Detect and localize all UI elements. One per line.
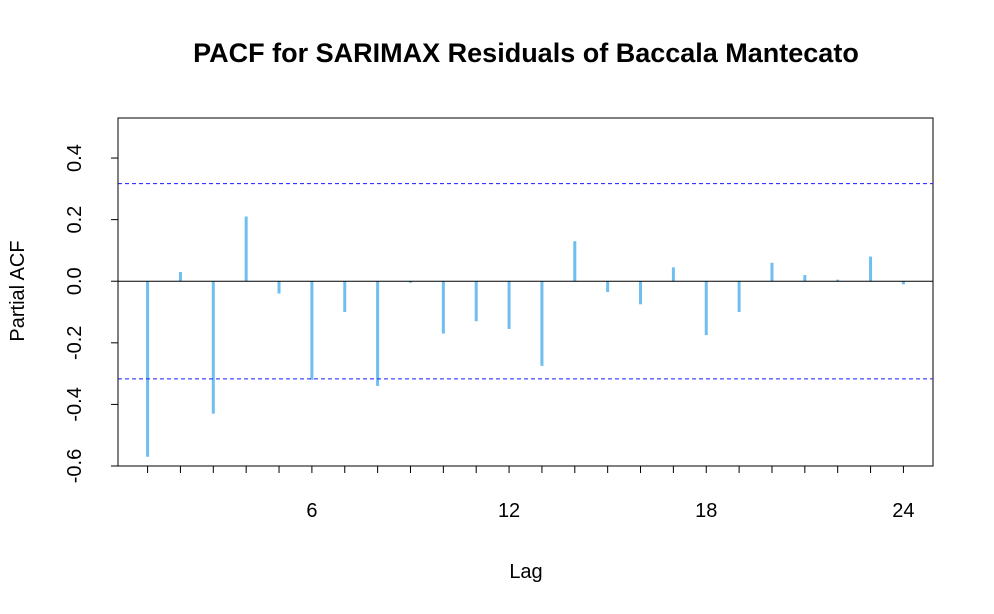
x-tick-label: 24 bbox=[892, 500, 914, 522]
plot-frame bbox=[117, 117, 934, 467]
y-axis-label: Partial ACF bbox=[7, 240, 29, 341]
y-tick-label: 0.4 bbox=[64, 144, 86, 172]
y-tick-label: -0.4 bbox=[64, 387, 86, 421]
y-tick-label: -0.6 bbox=[64, 449, 86, 483]
y-tick-label: 0.0 bbox=[64, 267, 86, 295]
chart-title: PACF for SARIMAX Residuals of Baccala Ma… bbox=[193, 38, 859, 68]
x-tick-label: 12 bbox=[498, 500, 520, 522]
reference-lines bbox=[118, 183, 933, 380]
pacf-bars bbox=[146, 216, 905, 457]
y-axis: -0.6 -0.4 -0.2 0.0 0.2 0.4 bbox=[64, 144, 119, 483]
x-axis: 6 12 18 24 bbox=[147, 466, 915, 522]
x-axis-label: Lag bbox=[509, 561, 542, 583]
y-tick-label: 0.2 bbox=[64, 206, 86, 234]
x-tick-label: 18 bbox=[695, 500, 717, 522]
x-tick-label: 6 bbox=[306, 500, 317, 522]
y-tick-label: -0.2 bbox=[64, 326, 86, 360]
